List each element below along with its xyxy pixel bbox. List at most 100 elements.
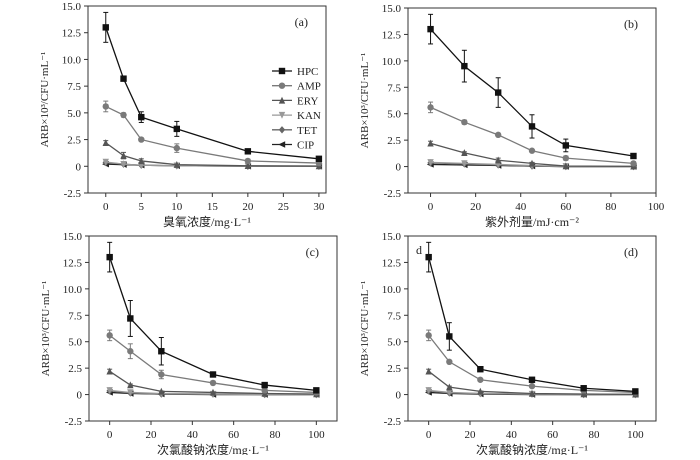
data-point [425,253,432,261]
data-point [138,113,145,121]
data-point [244,148,252,155]
legend-marker [278,96,286,104]
y-tick-label: 12.5 [382,29,402,41]
data-point [244,157,252,165]
legend: HPC AMP ERY KAN TET CIP [272,66,321,152]
data-point [106,332,113,339]
y-tick-label: 5.0 [387,109,401,121]
data-point [494,156,502,164]
y-tick-label: 12.5 [382,257,402,269]
x-tick-label: 20 [465,429,477,441]
y-axis-label: ARB×10³/CFU·mL⁻¹ [359,281,371,377]
data-point [427,139,434,147]
y-axis-label: ARB×10³/CFU·mL⁻¹ [39,52,51,148]
series-amp [102,100,323,167]
plot-frame [88,235,338,422]
y-tick-label: 2.5 [68,363,82,375]
data-point [494,131,502,139]
legend-item-kan: KAN [272,110,321,122]
y-tick-label: 0 [396,162,402,174]
data-point [173,160,181,168]
x-tick-label: 40 [187,429,199,441]
series-line [109,389,317,396]
series-ery [425,367,639,398]
y-tick-label: 7.5 [67,81,81,93]
data-point [102,24,109,31]
series-line [430,106,634,165]
series-hpc [425,241,639,395]
data-point [446,358,453,365]
panel-c: -2.5 0 2.5 5.0 7.5 10.0 12.5 15.0 0 20 40 60 80 100 次氯… [40,231,338,457]
y-tick-label: 0 [396,390,402,402]
data-point [158,348,165,355]
y-tick-label: 7.5 [387,82,401,94]
x-tick-label: 20 [146,429,158,441]
x-tick-label: 60 [560,201,572,213]
corner-label: d [416,243,422,257]
plot-frame [407,235,657,422]
data-point [528,123,536,130]
data-point [158,387,165,395]
x-tick-label: 80 [270,429,282,441]
data-point [127,315,134,322]
y-tick-label: 2.5 [387,135,401,147]
y-tick-label: 10.0 [382,56,402,68]
panel-label: (b) [624,17,638,31]
y-tick-label: 10.0 [62,54,82,66]
legend-marker [278,141,286,148]
data-point [261,381,268,389]
data-point [446,333,453,340]
data-point [209,379,217,387]
legend-label: TET [297,125,317,137]
y-tick-label: 12.5 [62,28,82,40]
data-point [477,366,484,373]
data-point [106,253,113,261]
legend-label: AMP [297,81,321,93]
y-tick-label: 2.5 [387,363,401,375]
y-tick-label: -2.5 [384,416,402,428]
series-line [109,370,317,395]
y-tick-label: 15.0 [63,231,83,243]
data-point [313,387,320,394]
y-tick-label: 2.5 [67,135,81,147]
y-tick-label: 5.0 [387,337,401,349]
legend-marker [278,111,286,119]
data-point [461,149,468,157]
x-tick-label: 0 [426,429,432,441]
data-point [120,160,127,168]
legend-label: KAN [297,110,321,122]
series-line [428,256,636,393]
series-line [105,27,319,160]
series-hpc [427,13,637,160]
x-tick-label: 0 [107,429,113,441]
data-point [244,162,252,169]
data-point [580,385,587,392]
x-tick-label: 30 [313,201,325,213]
legend-marker [278,82,286,89]
data-point [425,332,432,339]
y-tick-label: 5.0 [68,337,82,349]
data-point [120,151,127,159]
data-point [562,142,570,149]
y-tick-label: 10.0 [382,284,402,296]
data-point [102,158,109,166]
data-point [446,383,453,391]
data-point [632,388,639,395]
data-point [562,162,570,170]
x-tick-label: 0 [103,201,109,213]
data-point [580,390,587,398]
series-line [428,370,636,396]
data-point [209,388,217,396]
data-point [494,89,502,96]
data-point [528,376,536,383]
series-line [109,334,317,394]
data-point [315,155,323,163]
data-point [127,389,134,397]
x-tick-label: 100 [627,429,644,441]
legend-item-ery: ERY [272,95,318,107]
data-point [127,381,134,389]
panel-d: -2.5 0 2.5 5.0 7.5 10.0 12.5 15.0 0 20 40 60 80 100 次氯… [359,231,657,457]
y-tick-label: -2.5 [384,188,402,200]
data-point [158,371,165,378]
